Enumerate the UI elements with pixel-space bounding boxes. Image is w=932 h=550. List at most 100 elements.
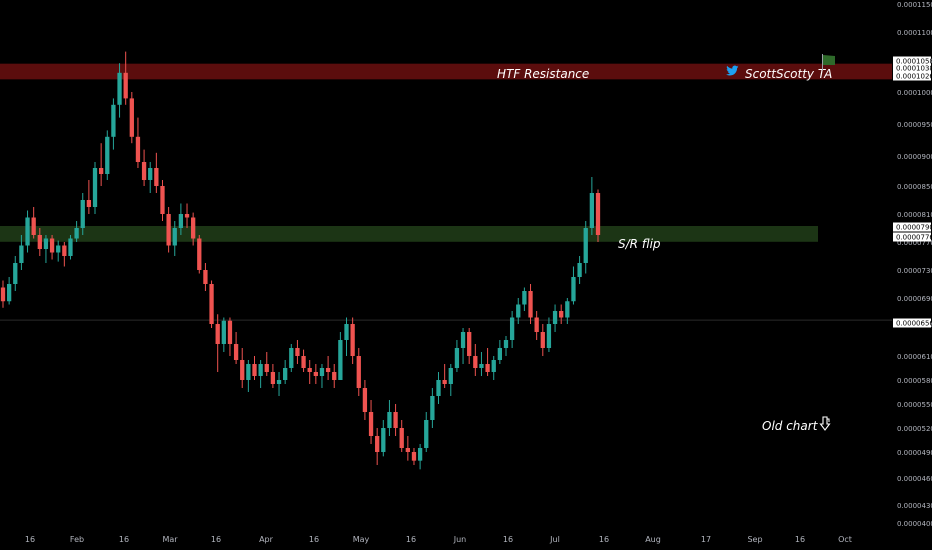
candle-body[interactable] [430,396,435,420]
candle-body[interactable] [565,301,570,318]
candle-body[interactable] [595,193,601,235]
candle-body[interactable] [246,364,251,380]
candle-body[interactable] [19,245,24,264]
candle-body[interactable] [258,364,263,376]
candle-body[interactable] [6,284,12,302]
candle-body[interactable] [528,291,533,318]
candle-body[interactable] [135,136,141,162]
candle-body[interactable] [209,284,214,324]
candle-body[interactable] [387,412,392,428]
candle-body[interactable] [160,186,165,214]
candle-body[interactable] [313,372,318,376]
candle-body[interactable] [233,344,239,360]
candle-body[interactable] [589,193,595,228]
candle-body[interactable] [49,238,55,253]
candle-body[interactable] [283,368,288,380]
candle-body[interactable] [37,235,42,249]
candle-body[interactable] [522,291,527,305]
candle-body[interactable] [172,228,177,246]
candle-body[interactable] [43,238,49,250]
candle-body[interactable] [381,428,386,452]
candle-body[interactable] [301,356,306,368]
candle-body[interactable] [546,324,552,348]
candle-body[interactable] [203,270,208,284]
candle-body[interactable] [111,104,116,137]
candle-body[interactable] [184,214,190,218]
candle-body[interactable] [424,420,429,448]
candle-body[interactable] [362,388,368,412]
candle-body[interactable] [491,360,496,372]
candle-body[interactable] [319,368,325,376]
candle-body[interactable] [270,372,276,384]
candle-body[interactable] [454,348,460,368]
candle-body[interactable] [405,448,410,452]
candle-body[interactable] [344,324,349,340]
candle-body[interactable] [98,168,104,174]
candle-body[interactable] [129,98,134,137]
candle-body[interactable] [399,428,404,448]
candle-body[interactable] [559,311,564,318]
candle-body[interactable] [509,317,515,341]
candle-body[interactable] [479,364,484,368]
candle-body[interactable] [68,238,73,257]
candle-body[interactable] [534,317,539,333]
candle-body[interactable] [497,348,503,360]
candle-body[interactable] [25,217,30,246]
candle-body[interactable] [105,136,110,174]
candle-body[interactable] [276,380,282,384]
candle-body[interactable] [13,263,18,284]
candle-body[interactable] [375,436,380,452]
candle-body[interactable] [56,245,61,253]
candle-body[interactable] [92,168,98,207]
candle-body[interactable] [436,380,441,396]
candle-body[interactable] [191,217,196,239]
candle-body[interactable] [411,452,417,461]
candle-body[interactable] [516,304,521,318]
candle-body[interactable] [148,168,153,180]
candle-body[interactable] [577,263,582,277]
candle-body[interactable] [393,412,398,428]
candle-body[interactable] [197,238,202,271]
candle-body[interactable] [332,372,337,380]
candle-body[interactable] [154,168,159,186]
candle-body[interactable] [86,200,92,207]
candle-body[interactable] [368,412,374,436]
candle-body[interactable] [123,72,128,99]
candle-body[interactable] [307,368,312,372]
candle-body[interactable] [215,324,220,344]
candle-body[interactable] [350,324,355,356]
candle-body[interactable] [166,214,171,246]
candle-body[interactable] [325,368,331,372]
candle-body[interactable] [80,200,85,228]
candle-body[interactable] [417,448,423,461]
candle-body[interactable] [467,332,472,356]
candle-body[interactable] [289,348,294,368]
candle-body[interactable] [264,364,269,372]
candle-body[interactable] [571,277,576,302]
candle-body[interactable] [503,340,509,348]
candle-body[interactable] [460,332,466,348]
candle-body[interactable] [117,72,122,105]
candle-body[interactable] [552,311,558,324]
candle-body[interactable] [442,380,447,384]
candle-body[interactable] [31,217,36,236]
candle-body[interactable] [252,364,257,376]
candle-body[interactable] [0,287,6,302]
candle-body[interactable] [240,360,245,380]
x-axis[interactable]: 16 Feb 16 Mar 16 Apr 16 May 16 Jun 16 Jul 16 Aug 17 Sep… [25,535,852,544]
candle-body[interactable] [473,356,478,368]
candle-body[interactable] [178,214,184,228]
candle-body[interactable] [448,368,453,384]
candle-body[interactable] [485,364,490,372]
candle-body[interactable] [221,320,226,344]
candle-body[interactable] [295,348,300,356]
candle-body[interactable] [540,332,545,348]
candle-body[interactable] [338,340,343,380]
candle-body[interactable] [141,162,147,180]
candle-body[interactable] [74,228,79,239]
candle-body[interactable] [227,320,233,344]
candle-body[interactable] [583,228,588,263]
candle-body[interactable] [62,245,67,257]
candle-body[interactable] [356,356,361,388]
